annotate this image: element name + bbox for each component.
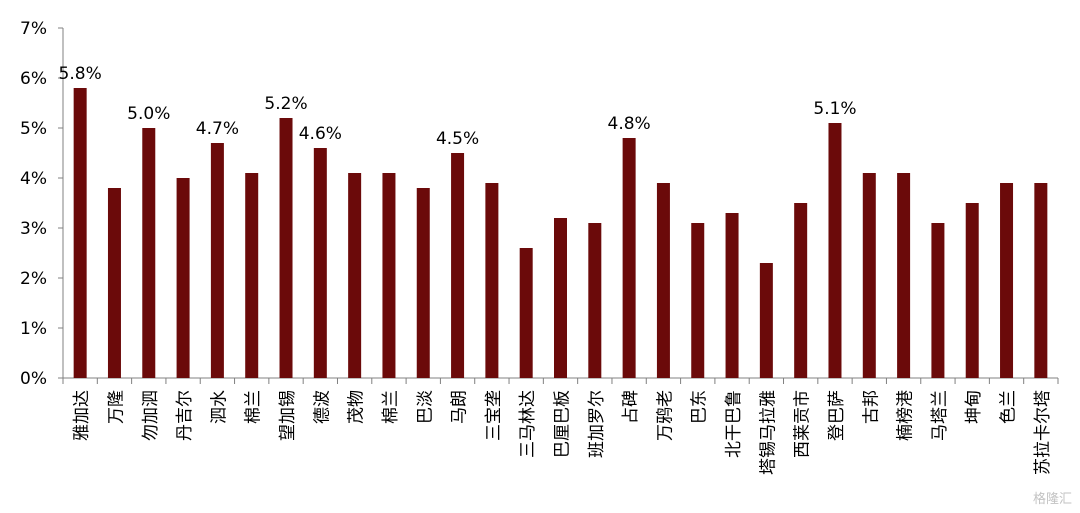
- x-tick-label: 马朗: [450, 390, 470, 424]
- bar: [210, 143, 224, 378]
- bar: [519, 248, 533, 378]
- bar: [862, 173, 876, 378]
- x-tick-label: 三宝垄: [484, 390, 504, 441]
- data-label: 4.5%: [436, 129, 479, 149]
- bar: [588, 223, 602, 378]
- x-tick-label: 泗水: [209, 390, 229, 424]
- bar: [691, 223, 705, 378]
- bar: [142, 128, 156, 378]
- bar: [931, 223, 945, 378]
- x-axis: 雅加达 万隆 勿加泗 丹吉尔 泗水 棉兰 望加锡 德波 茂物 棉兰 巴淡 马朗 三宝垄 三马林达 巴厘巴板班…: [62, 377, 1059, 475]
- x-tick-label: 茂物: [347, 390, 367, 424]
- x-tick-label: 登巴萨: [827, 390, 847, 441]
- y-tick-label: 0%: [20, 369, 47, 389]
- x-tick-label: 坤甸: [964, 390, 984, 424]
- x-tick-label: 古邦: [861, 390, 881, 424]
- x-tick-label: 塔锡马拉雅: [758, 390, 778, 475]
- x-tick-label: 万鸦老: [655, 390, 675, 441]
- watermark: 格隆汇: [1032, 492, 1072, 507]
- bar: [828, 123, 842, 378]
- y-tick-label: 6%: [20, 69, 47, 89]
- x-tick-label: 马塔兰: [930, 390, 950, 441]
- bar: [656, 183, 670, 378]
- x-tick-label: 色兰: [999, 390, 1019, 424]
- bar: [176, 178, 190, 378]
- bar: [554, 218, 567, 378]
- x-tick-label: 苏拉卡尔塔: [1033, 390, 1053, 475]
- bar: [759, 263, 773, 378]
- bar: [622, 138, 636, 378]
- x-tick-label: 西莱贡市: [793, 390, 813, 458]
- data-label: 4.8%: [608, 114, 651, 134]
- bar: [897, 173, 911, 378]
- bar: [451, 153, 465, 378]
- y-tick-label: 5%: [20, 119, 47, 139]
- bar: [485, 183, 499, 378]
- y-tick-label: 7%: [20, 19, 47, 39]
- bar: [1000, 183, 1014, 378]
- bar: [348, 173, 362, 378]
- bar: [725, 213, 739, 378]
- data-label: 5.1%: [813, 99, 856, 119]
- bar: [794, 203, 808, 378]
- y-tick-label: 3%: [20, 219, 47, 239]
- y-tick-label: 2%: [20, 269, 47, 289]
- x-tick-label: 楠榜港: [896, 390, 916, 441]
- x-tick-label: 巴淡: [415, 390, 435, 424]
- x-tick-label: 万隆: [106, 390, 126, 424]
- x-tick-label: 德波: [312, 390, 332, 424]
- bar: [73, 88, 87, 378]
- x-tick-label: 巴东: [690, 390, 710, 424]
- bar: [965, 203, 979, 378]
- y-tick-label: 4%: [20, 169, 47, 189]
- bar: [107, 188, 121, 378]
- bar: [313, 148, 327, 378]
- x-tick-label: 丹吉尔: [175, 390, 195, 441]
- data-label: 5.0%: [127, 104, 170, 124]
- x-tick-label: 棉兰: [381, 390, 401, 424]
- x-tick-label: 巴厘巴板: [553, 390, 573, 458]
- x-tick-label: 雅加达: [72, 390, 92, 441]
- x-tick-label: 班加罗尔: [587, 390, 607, 458]
- y-axis: 0% 1% 2% 3% 4% 5% 6% 7%: [20, 19, 64, 389]
- y-tick-label: 1%: [20, 319, 47, 339]
- data-labels: 5.8% 5.0% 4.7% 5.2% 4.6% 4.5% 4.8% 5.1%: [59, 64, 857, 149]
- x-tick-label: 勿加泗: [141, 390, 161, 441]
- data-label: 4.6%: [299, 124, 342, 144]
- data-label: 5.8%: [59, 64, 102, 84]
- bar: [416, 188, 430, 378]
- bars: [73, 88, 1048, 378]
- x-tick-label: 占碑: [621, 390, 641, 424]
- x-tick-label: 三马林达: [518, 390, 538, 458]
- bar: [1034, 183, 1048, 378]
- x-tick-label: 棉兰: [244, 390, 264, 424]
- data-label: 5.2%: [264, 94, 307, 114]
- bar: [382, 173, 396, 378]
- data-label: 4.7%: [196, 119, 239, 139]
- x-tick-label: 望加锡: [278, 390, 298, 441]
- bar: [279, 118, 293, 378]
- bar: [245, 173, 259, 378]
- x-tick-label: 北干巴鲁: [724, 390, 744, 458]
